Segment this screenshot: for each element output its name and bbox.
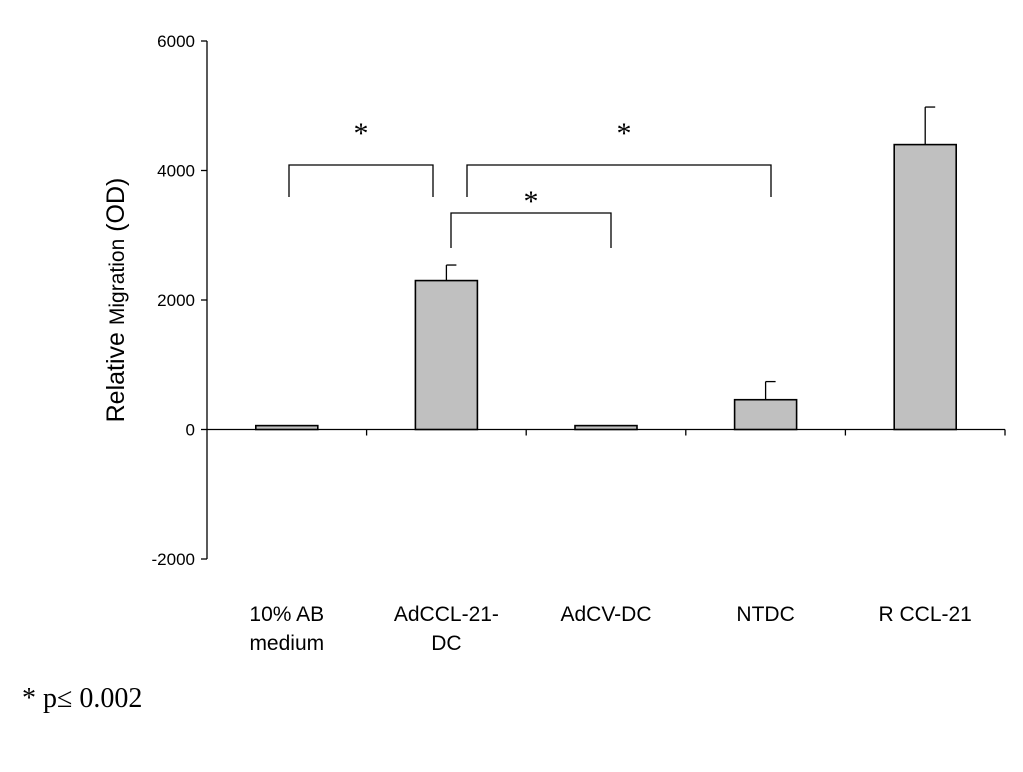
chart-axes: 6000 4000 2000 0 -2000 <box>152 32 1006 569</box>
bar <box>574 424 638 431</box>
y-tick-label: 6000 <box>157 32 195 51</box>
significance-bracket <box>288 164 434 197</box>
bar <box>733 398 798 431</box>
significance-star: * <box>354 117 369 150</box>
x-category-label: AdCCL-21- <box>394 603 499 626</box>
footnote-text: p≤ 0.002 <box>36 683 142 714</box>
x-category-label: medium <box>249 632 324 655</box>
y-tick-label: -2000 <box>152 550 195 569</box>
significance-bracket <box>466 164 772 197</box>
footnote-symbol: * <box>22 683 36 714</box>
significance-brackets: * * * <box>288 117 772 248</box>
y-axis-label-part: (OD) <box>102 178 130 239</box>
bar <box>255 424 319 431</box>
bar <box>893 143 958 431</box>
y-axis-label-part: Migration <box>106 239 129 325</box>
x-category-label: AdCV-DC <box>560 603 651 626</box>
x-category-label: R CCL-21 <box>879 603 972 626</box>
significance-star: * <box>617 117 632 150</box>
y-tick-label: 0 <box>186 421 195 440</box>
x-category-label: DC <box>431 632 461 655</box>
x-category-label: NTDC <box>736 603 794 626</box>
bar <box>414 279 479 431</box>
footnote: * p≤ 0.002 <box>22 683 142 714</box>
bar-series <box>255 106 958 431</box>
significance-star: * <box>524 185 539 218</box>
x-category-label: 10% AB <box>249 603 324 626</box>
y-axis-label-part: Relative <box>102 325 130 422</box>
y-tick-label: 2000 <box>157 291 195 310</box>
chart-labels: 10% AB medium AdCCL-21- DC AdCV-DC NTDC R CCL-… <box>22 178 972 714</box>
y-tick-label: 4000 <box>157 162 195 181</box>
significance-bracket <box>450 212 612 248</box>
y-axis-label: Relative Migration (OD) <box>102 178 130 423</box>
